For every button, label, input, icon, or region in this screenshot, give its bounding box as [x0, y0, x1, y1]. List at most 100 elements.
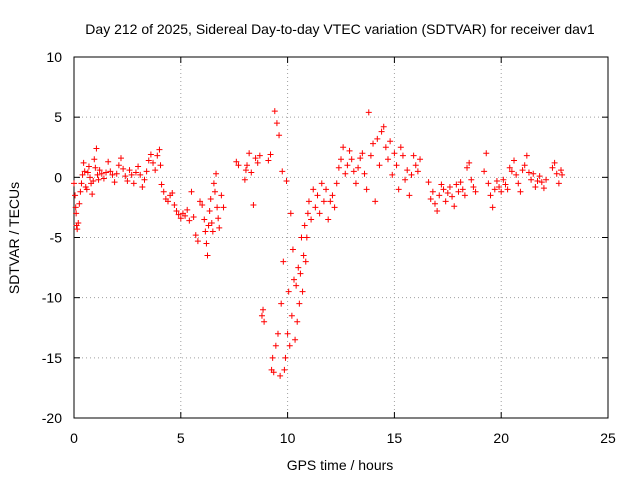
- x-tick-label: 10: [280, 430, 296, 446]
- data-point: [92, 164, 99, 171]
- data-point: [352, 180, 359, 187]
- data-point: [408, 171, 415, 178]
- data-point: [551, 159, 558, 166]
- data-point: [414, 168, 421, 175]
- data-point: [105, 158, 112, 165]
- data-point: [534, 177, 541, 184]
- data-point: [298, 234, 305, 241]
- data-point: [489, 204, 496, 211]
- data-point: [85, 163, 92, 170]
- data-point: [158, 181, 165, 188]
- data-point: [220, 204, 227, 211]
- data-point: [342, 170, 349, 177]
- data-point: [543, 176, 550, 183]
- data-point: [246, 150, 253, 157]
- data-point: [553, 170, 560, 177]
- data-point: [451, 203, 458, 210]
- data-point: [274, 330, 281, 337]
- data-point: [91, 156, 98, 163]
- data-point: [506, 164, 513, 171]
- data-point: [113, 170, 120, 177]
- data-point: [363, 186, 370, 193]
- data-point: [278, 300, 285, 307]
- data-point: [361, 170, 368, 177]
- data-point: [78, 180, 85, 187]
- data-point: [444, 189, 451, 196]
- data-point: [528, 176, 535, 183]
- data-point: [252, 155, 259, 162]
- data-point: [218, 192, 225, 199]
- data-point: [372, 198, 379, 205]
- x-axis-label: GPS time / hours: [287, 457, 394, 473]
- data-point: [359, 150, 366, 157]
- data-point: [204, 252, 211, 259]
- data-point: [378, 128, 385, 135]
- x-tick-label: 15: [387, 430, 403, 446]
- data-point: [213, 170, 220, 177]
- data-point: [417, 156, 424, 163]
- data-point: [296, 300, 303, 307]
- data-point: [287, 210, 294, 217]
- data-point: [513, 171, 520, 178]
- data-point: [284, 330, 291, 337]
- data-point: [276, 132, 283, 139]
- data-point: [404, 167, 411, 174]
- data-point: [295, 264, 302, 271]
- data-point: [344, 162, 351, 169]
- data-point: [160, 188, 167, 195]
- data-point: [459, 186, 466, 193]
- data-point: [384, 156, 391, 163]
- data-point: [206, 208, 213, 215]
- data-point: [365, 109, 372, 116]
- data-point: [71, 180, 77, 187]
- x-tick-label: 5: [177, 430, 185, 446]
- data-point: [301, 222, 308, 229]
- data-point: [111, 179, 118, 186]
- data-point: [177, 215, 184, 222]
- data-point: [453, 181, 460, 188]
- data-point: [320, 198, 327, 205]
- data-point: [470, 183, 477, 190]
- data-point: [209, 228, 216, 235]
- data-point: [468, 176, 475, 183]
- data-point: [89, 191, 96, 198]
- data-point: [135, 163, 142, 170]
- data-point: [355, 164, 362, 171]
- data-point: [487, 192, 494, 199]
- data-point: [558, 167, 565, 174]
- data-point: [260, 306, 267, 313]
- data-point: [493, 177, 500, 184]
- data-point: [90, 177, 97, 184]
- data-point: [429, 188, 436, 195]
- data-point: [173, 208, 180, 215]
- data-point: [199, 202, 206, 209]
- data-point: [250, 202, 257, 209]
- data-point: [115, 162, 122, 169]
- data-point: [141, 176, 148, 183]
- data-point: [410, 152, 417, 159]
- data-point: [335, 164, 342, 171]
- data-point: [270, 369, 277, 376]
- data-point: [192, 232, 199, 239]
- data-point: [464, 164, 471, 171]
- data-point: [327, 198, 334, 205]
- data-point: [93, 145, 100, 152]
- data-point: [83, 186, 90, 193]
- data-point: [387, 138, 394, 145]
- data-point: [128, 171, 135, 178]
- data-point: [399, 152, 406, 159]
- data-point: [84, 169, 91, 176]
- data-point: [80, 159, 87, 166]
- data-point: [314, 192, 321, 199]
- data-point: [293, 282, 300, 289]
- data-point: [87, 174, 94, 181]
- data-point: [393, 162, 400, 169]
- data-point: [461, 192, 468, 199]
- data-point: [107, 168, 114, 175]
- data-point: [186, 217, 193, 224]
- data-point: [150, 159, 157, 166]
- data-point: [370, 140, 377, 147]
- data-point: [291, 276, 298, 283]
- data-point: [132, 169, 139, 176]
